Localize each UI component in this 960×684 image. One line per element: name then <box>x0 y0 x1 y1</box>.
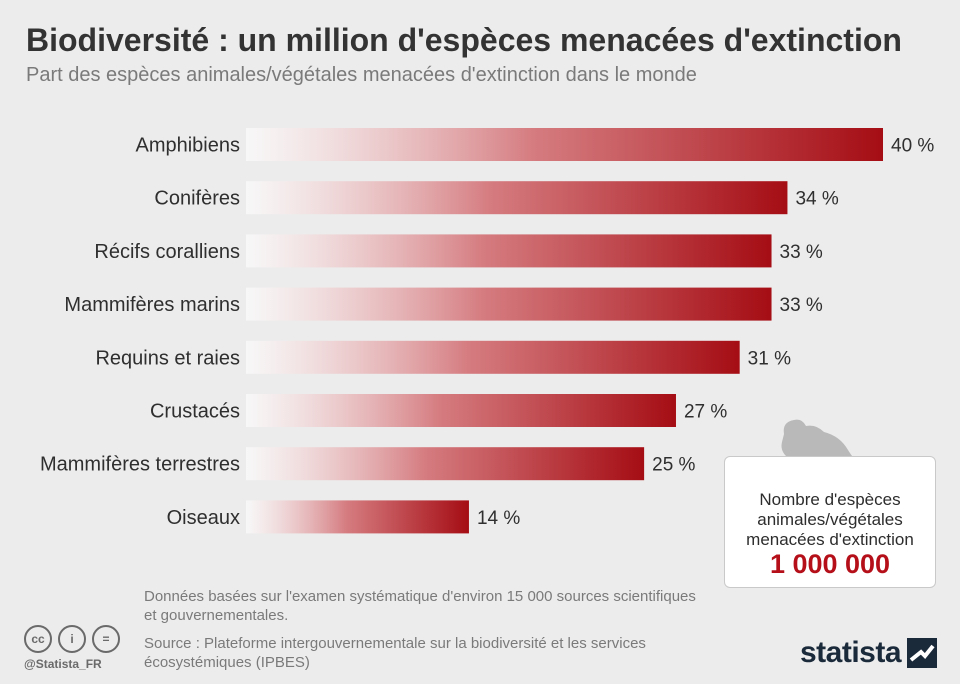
info-box-text: Nombre d'espèces animales/végétales mena… <box>746 490 914 549</box>
brand-name: statista <box>800 636 902 669</box>
cc-icon: cc <box>24 625 52 653</box>
bar-6 <box>246 447 645 481</box>
no-derivatives-icon: = <box>92 625 120 653</box>
value-label: 40 % <box>891 136 934 157</box>
no-derivatives-icon-label: = <box>102 632 110 646</box>
chart-title: Biodiversité : un million d'espèces mena… <box>26 22 902 58</box>
value-label: 31 % <box>748 348 791 369</box>
bar-2 <box>246 234 772 268</box>
statista-logo: statista <box>800 636 938 670</box>
bar-3 <box>246 287 772 321</box>
social-handle: @Statista_FR <box>24 657 102 671</box>
info-box-number: 1 000 000 <box>769 549 891 579</box>
category-label: Amphibiens <box>135 135 240 157</box>
bar-1 <box>246 181 788 215</box>
attribution-icon: i <box>58 625 86 653</box>
value-label: 33 % <box>780 242 823 263</box>
value-label: 25 % <box>652 455 695 476</box>
source-note: Source : Plateforme intergouvernementale… <box>144 635 646 671</box>
attribution-icon-label: i <box>70 632 74 646</box>
bar-5 <box>246 394 676 427</box>
info-box: Nombre d'espèces animales/végétales mena… <box>724 456 936 588</box>
category-label: Oiseaux <box>167 507 240 529</box>
category-label: Mammifères terrestres <box>40 454 240 476</box>
value-label: 33 % <box>780 295 823 316</box>
category-label: Conifères <box>154 188 240 210</box>
chart-subtitle: Part des espèces animales/végétales mena… <box>26 64 697 86</box>
category-label: Récifs coralliens <box>94 241 240 263</box>
footnote: Données basées sur l'examen systématique… <box>144 588 696 624</box>
bar-4 <box>246 340 740 374</box>
license-icons: cc i = <box>24 625 120 653</box>
category-label: Mammifères marins <box>64 294 240 316</box>
statista-logo-icon <box>907 638 938 668</box>
bar-chart: Amphibiens 40 % Conifères 34 % Récifs corall… <box>40 128 934 534</box>
category-label: Crustacés <box>150 401 240 423</box>
bar-7 <box>246 500 469 534</box>
category-label: Requins et raies <box>95 347 240 369</box>
value-label: 34 % <box>795 189 838 210</box>
value-label: 27 % <box>684 402 727 423</box>
value-label: 14 % <box>477 508 520 529</box>
cc-icon-label: cc <box>31 632 45 646</box>
bar-0 <box>246 128 883 161</box>
